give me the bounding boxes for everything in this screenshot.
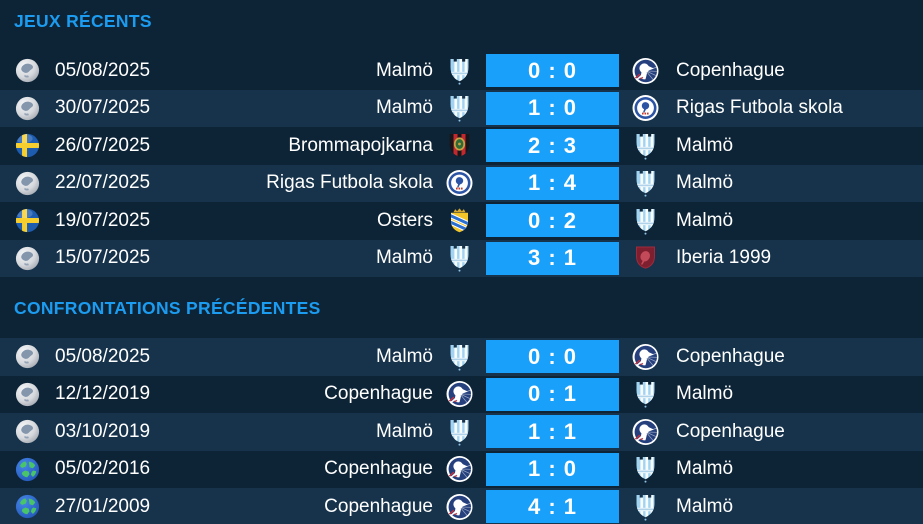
malmo-logo — [446, 343, 473, 371]
copenhagen-logo — [446, 493, 473, 521]
home-team-name: Malmö — [375, 247, 433, 269]
europe-globe-icon — [14, 170, 40, 196]
match-row[interactable]: 05/08/2025 Malmö 0 : 0 Copenhague — [0, 338, 923, 376]
match-date: 30/07/2025 — [55, 97, 151, 119]
score-badge: 1 : 0 — [486, 91, 619, 125]
home-team-name: Malmö — [375, 345, 433, 367]
copenhagen-logo — [446, 455, 473, 483]
previous-meetings-section: CONFRONTATIONS PRÉCÉDENTES 05/08/2025 Ma… — [0, 277, 923, 524]
europe-globe-icon — [14, 245, 40, 271]
europe-globe-icon — [14, 381, 40, 407]
sweden-flag-icon — [14, 133, 40, 159]
home-team-name: Copenhague — [324, 383, 433, 405]
malmo-logo — [632, 132, 659, 160]
malmo-logo — [446, 418, 473, 446]
away-team-name: Copenhague — [676, 345, 785, 367]
score-badge: 3 : 1 — [486, 241, 619, 275]
away-team-name: Malmö — [676, 172, 734, 194]
score-badge: 2 : 3 — [486, 129, 619, 163]
home-team-name: Malmö — [375, 59, 433, 81]
match-date: 27/01/2009 — [55, 495, 151, 517]
malmo-logo — [632, 380, 659, 408]
score-badge: 1 : 0 — [486, 452, 619, 486]
away-team-name: Copenhague — [676, 420, 785, 442]
away-team-name: Malmö — [676, 209, 734, 231]
match-date: 05/08/2025 — [55, 345, 151, 367]
match-row[interactable]: 05/02/2016 Copenhague 1 : 0 Malmö — [0, 451, 923, 489]
away-team-name: Rigas Futbola skola — [676, 97, 843, 119]
rfs-logo — [446, 169, 473, 197]
copenhagen-logo — [632, 57, 659, 85]
europe-globe-icon — [14, 344, 40, 370]
iberia-logo — [632, 244, 659, 272]
home-team-name: Osters — [377, 209, 433, 231]
away-team-name: Iberia 1999 — [676, 247, 772, 269]
away-team-name: Malmö — [676, 495, 734, 517]
world-globe-icon — [14, 456, 40, 482]
malmo-logo — [446, 244, 473, 272]
match-row[interactable]: 27/01/2009 Copenhague 4 : 1 Malmö — [0, 488, 923, 524]
match-date: 12/12/2019 — [55, 383, 151, 405]
malmo-logo — [632, 493, 659, 521]
europe-globe-icon — [14, 58, 40, 84]
match-date: 05/02/2016 — [55, 458, 151, 480]
score-badge: 1 : 4 — [486, 166, 619, 200]
malmo-logo — [632, 169, 659, 197]
match-row[interactable]: 05/08/2025 Malmö 0 : 0 Copenhague — [0, 52, 923, 90]
match-row[interactable]: 03/10/2019 Malmö 1 : 1 Copenhague — [0, 413, 923, 451]
copenhagen-logo — [446, 380, 473, 408]
sweden-flag-icon — [14, 208, 40, 234]
score-badge: 4 : 1 — [486, 490, 619, 524]
previous-meetings-list: 05/08/2025 Malmö 0 : 0 Copenhague 12/12/… — [0, 338, 923, 524]
recent-games-title: JEUX RÉCENTS — [14, 11, 152, 31]
home-team-name: Malmö — [375, 97, 433, 119]
match-row[interactable]: 22/07/2025 Rigas Futbola skola 1 : 4 Mal… — [0, 164, 923, 202]
home-team-name: Malmö — [375, 420, 433, 442]
malmo-logo — [446, 94, 473, 122]
recent-games-list: 05/08/2025 Malmö 0 : 0 Copenhague 30/07/… — [0, 52, 923, 277]
away-team-name: Malmö — [676, 134, 734, 156]
match-row[interactable]: 12/12/2019 Copenhague 0 : 1 Malmö — [0, 376, 923, 414]
away-team-name: Copenhague — [676, 59, 785, 81]
score-badge: 0 : 1 — [486, 377, 619, 411]
world-globe-icon — [14, 494, 40, 520]
score-badge: 0 : 0 — [486, 54, 619, 88]
match-date: 03/10/2019 — [55, 420, 151, 442]
match-date: 26/07/2025 — [55, 134, 151, 156]
match-row[interactable]: 26/07/2025 Brommapojkarna 2 : 3 Malmö — [0, 127, 923, 165]
malmo-logo — [632, 207, 659, 235]
europe-globe-icon — [14, 419, 40, 445]
osters-logo — [446, 207, 473, 235]
home-team-name: Copenhague — [324, 495, 433, 517]
home-team-name: Brommapojkarna — [288, 134, 433, 156]
match-row[interactable]: 15/07/2025 Malmö 3 : 1 Iberia 1999 — [0, 239, 923, 277]
away-team-name: Malmö — [676, 383, 734, 405]
malmo-logo — [632, 455, 659, 483]
home-team-name: Rigas Futbola skola — [266, 172, 433, 194]
match-row[interactable]: 30/07/2025 Malmö 1 : 0 Rigas Futbola sko… — [0, 89, 923, 127]
match-date: 19/07/2025 — [55, 209, 151, 231]
away-team-name: Malmö — [676, 458, 734, 480]
europe-globe-icon — [14, 95, 40, 121]
match-date: 15/07/2025 — [55, 247, 151, 269]
malmo-logo — [446, 57, 473, 85]
rfs-logo — [632, 94, 659, 122]
match-date: 05/08/2025 — [55, 59, 151, 81]
score-badge: 0 : 2 — [486, 204, 619, 238]
recent-games-section: JEUX RÉCENTS 05/08/2025 Malmö 0 : 0 Cope… — [0, 11, 923, 277]
score-badge: 1 : 1 — [486, 415, 619, 449]
copenhagen-logo — [632, 343, 659, 371]
match-row[interactable]: 19/07/2025 Osters 0 : 2 Malmö — [0, 202, 923, 240]
brommapojkarna-logo — [446, 132, 473, 160]
home-team-name: Copenhague — [324, 458, 433, 480]
match-date: 22/07/2025 — [55, 172, 151, 194]
copenhagen-logo — [632, 418, 659, 446]
previous-meetings-title: CONFRONTATIONS PRÉCÉDENTES — [14, 298, 321, 318]
score-badge: 0 : 0 — [486, 340, 619, 374]
